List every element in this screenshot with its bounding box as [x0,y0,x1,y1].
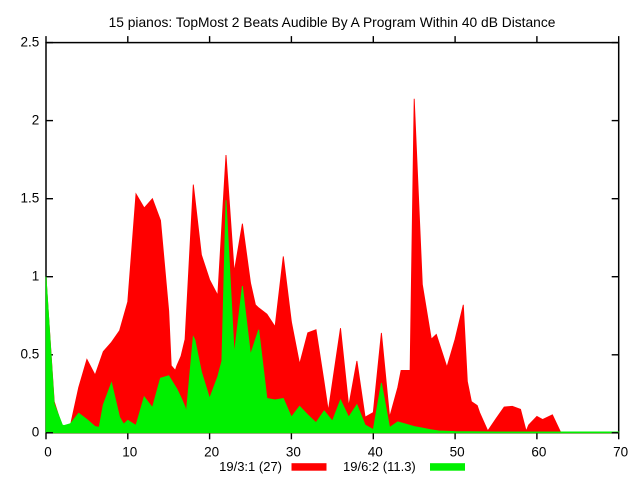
svg-text:10: 10 [122,445,137,460]
svg-text:30: 30 [286,445,301,460]
svg-text:0.5: 0.5 [21,347,40,362]
svg-text:15 pianos: TopMost 2 Beats Aud: 15 pianos: TopMost 2 Beats Audible By A … [109,15,556,30]
svg-text:1.5: 1.5 [21,191,40,206]
svg-text:0: 0 [44,445,52,460]
svg-text:2.5: 2.5 [21,34,40,49]
svg-text:19/6:2 (11.3): 19/6:2 (11.3) [343,459,416,474]
svg-text:20: 20 [204,445,219,460]
svg-text:60: 60 [531,445,546,460]
svg-text:2: 2 [32,112,40,127]
svg-text:1: 1 [32,269,40,284]
svg-text:70: 70 [613,445,628,460]
svg-text:40: 40 [368,445,383,460]
svg-text:50: 50 [450,445,465,460]
svg-text:0: 0 [32,425,40,440]
svg-text:19/3:1 (27): 19/3:1 (27) [219,459,282,474]
